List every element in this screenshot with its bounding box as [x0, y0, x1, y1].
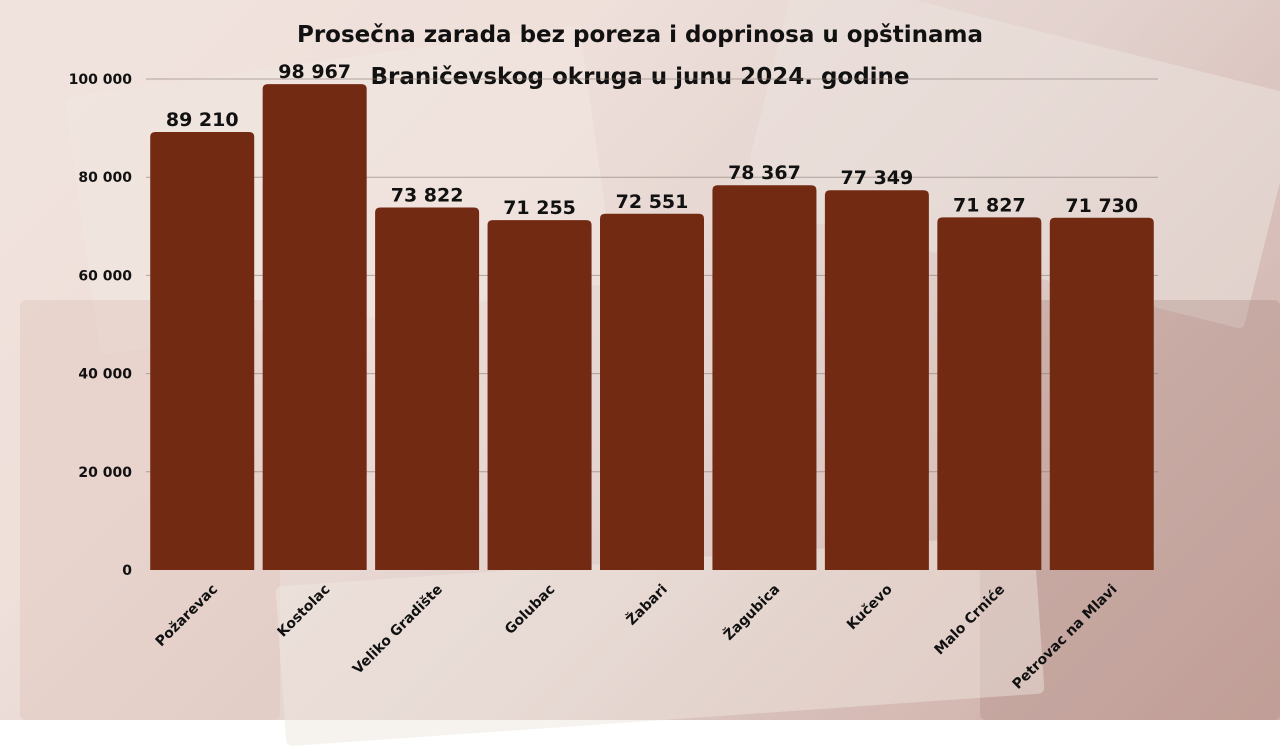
x-tick-label: Žagubica: [720, 581, 783, 644]
x-tick-label: Golubac: [502, 582, 558, 638]
bar: [262, 84, 367, 571]
chart-title-line-2: Braničevskog okruga u junu 2024. godine: [370, 64, 910, 90]
bar: [487, 220, 592, 571]
value-label: 71 827: [953, 194, 1026, 216]
value-label: 89 210: [166, 109, 239, 131]
value-label: 73 822: [391, 185, 464, 207]
bar: [824, 190, 929, 570]
x-tick-label: Veliko Gradište: [350, 582, 446, 678]
x-tick-label: Petrovac na Mlavi: [1010, 582, 1121, 693]
y-tick-label: 40 000: [78, 367, 132, 383]
y-tick-label: 80 000: [78, 170, 132, 186]
value-label: 98 967: [278, 61, 351, 83]
bar: [712, 185, 817, 571]
value-labels: 89 210 98 967 73 822 71 255 72 551 78 367 77 3…: [166, 61, 1138, 219]
x-tick-label: Žabari: [623, 581, 671, 629]
y-tick-label: 100 000: [69, 72, 133, 88]
value-label: 71 255: [503, 197, 576, 219]
y-tick-label: 20 000: [78, 465, 132, 481]
value-label: 78 367: [728, 162, 801, 184]
x-tick-label: Požarevac: [153, 582, 221, 650]
value-label: 72 551: [616, 191, 689, 213]
x-tick-label: Kostolac: [275, 582, 334, 641]
value-label: 77 349: [841, 167, 914, 189]
value-label: 71 730: [1065, 195, 1138, 217]
bar: [937, 217, 1042, 570]
bar: [150, 131, 255, 571]
x-tick-label: Malo Crniće: [931, 582, 1008, 659]
bar-chart: 0 20 000 40 000 60 000 80 000 100 000 89 210 9…: [69, 61, 1158, 693]
bar: [375, 207, 480, 570]
x-tick-label: Kučevo: [844, 581, 896, 633]
x-axis-tick-labels: Požarevac Kostolac Veliko Gradište Golubac Ž…: [153, 581, 1121, 693]
y-tick-label: 0: [122, 563, 132, 579]
bars: [150, 84, 1154, 571]
y-tick-label: 60 000: [78, 268, 132, 284]
bar: [1049, 217, 1154, 570]
chart-title: Prosečna zarada bez poreza i doprinosa u…: [240, 14, 1040, 98]
bar: [600, 213, 704, 570]
y-axis-tick-labels: 0 20 000 40 000 60 000 80 000 100 000: [69, 72, 133, 579]
chart-title-line-1: Prosečna zarada bez poreza i doprinosa u…: [296, 22, 983, 48]
